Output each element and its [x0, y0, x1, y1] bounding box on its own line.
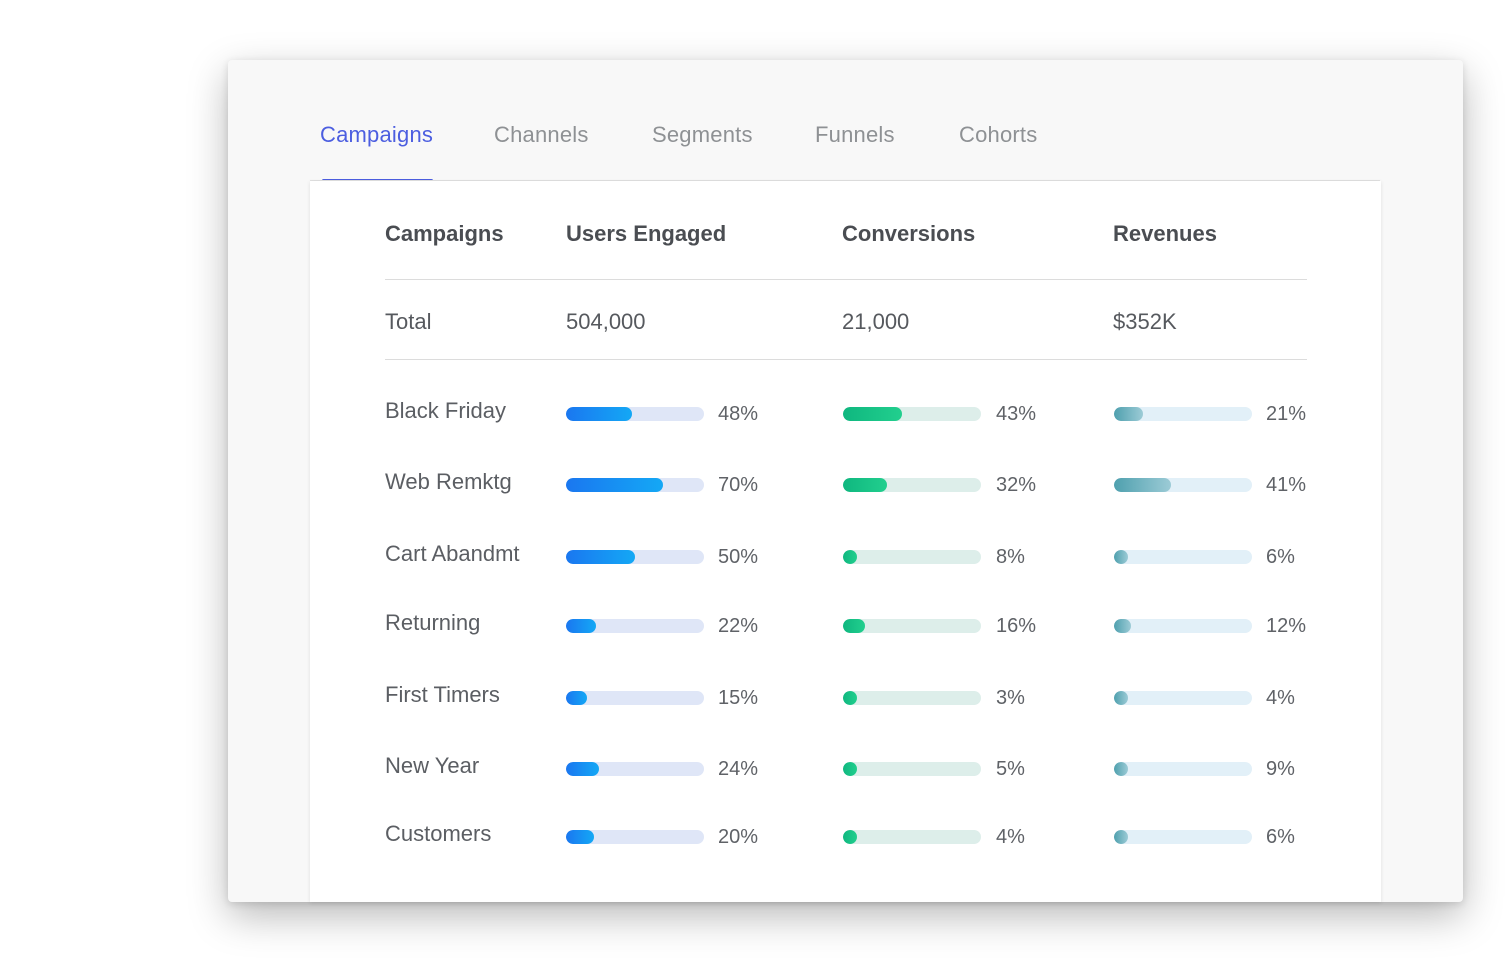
revenues-percent: 6%: [1266, 546, 1295, 568]
revenues-bar-fill: [1114, 691, 1128, 705]
campaign-name-cart-abandmt[interactable]: Cart Abandmt: [385, 541, 520, 566]
total-users-engaged: 504,000: [566, 309, 646, 334]
campaign-name-first-timers[interactable]: First Timers: [385, 682, 500, 707]
conversions-bar: [843, 830, 981, 844]
tab-cohorts[interactable]: Cohorts: [959, 122, 1079, 181]
users-engaged-percent: 22%: [718, 615, 759, 637]
campaign-name-new-year[interactable]: New Year: [385, 753, 480, 778]
users-engaged-bar: [566, 830, 704, 844]
users-engaged-bar: [566, 762, 704, 776]
users-engaged-percent: 24%: [718, 758, 759, 780]
users-engaged-bar-fill: [566, 830, 594, 844]
revenues-bar: [1114, 550, 1252, 564]
users-engaged-bar: [566, 691, 704, 705]
tab-funnels[interactable]: Funnels: [815, 122, 959, 181]
conversions-percent: 43%: [996, 403, 1037, 425]
total-conversions: 21,000: [842, 309, 910, 334]
revenues-bar-fill: [1114, 478, 1171, 492]
tab-label: Cohorts: [959, 122, 1038, 147]
tab-label: Campaigns: [320, 122, 434, 147]
revenues-bar: [1114, 407, 1252, 421]
header-divider: [385, 279, 1307, 280]
tab-channels[interactable]: Channels: [494, 122, 652, 181]
tab-segments[interactable]: Segments: [652, 122, 815, 181]
conversions-percent: 16%: [996, 615, 1037, 637]
users-engaged-bar-fill: [566, 691, 587, 705]
users-engaged-bar: [566, 478, 704, 492]
conversions-bar: [843, 762, 981, 776]
revenues-bar-fill: [1114, 830, 1128, 844]
conversions-percent: 4%: [996, 826, 1025, 848]
campaign-name-customers[interactable]: Customers: [385, 821, 492, 846]
conversions-bar: [843, 407, 981, 421]
total-revenues: $352K: [1113, 309, 1177, 334]
conversions-bar-fill: [843, 691, 857, 705]
column-header-campaigns[interactable]: Campaigns: [385, 221, 504, 246]
total-label: Total: [385, 309, 432, 334]
users-engaged-bar-fill: [566, 478, 663, 492]
users-engaged-bar: [566, 407, 704, 421]
campaign-name-web-remktg[interactable]: Web Remktg: [385, 469, 512, 494]
campaigns-table-panel: Campaigns Users Engaged Conversions Reve…: [310, 181, 1381, 902]
revenues-bar: [1114, 830, 1252, 844]
revenues-bar: [1114, 691, 1252, 705]
analytics-card: Campaigns Channels Segments Funnels Coho…: [228, 60, 1463, 902]
revenues-percent: 6%: [1266, 826, 1295, 848]
conversions-bar-fill: [843, 550, 857, 564]
revenues-percent: 9%: [1266, 758, 1295, 780]
tab-campaigns[interactable]: Campaigns: [320, 122, 494, 182]
revenues-bar-fill: [1114, 619, 1131, 633]
users-engaged-percent: 15%: [718, 687, 759, 709]
campaign-name-black-friday[interactable]: Black Friday: [385, 398, 507, 423]
users-engaged-percent: 48%: [718, 403, 759, 425]
conversions-bar: [843, 619, 981, 633]
tab-label: Channels: [494, 122, 589, 147]
revenues-bar: [1114, 762, 1252, 776]
users-engaged-bar: [566, 550, 704, 564]
conversions-percent: 32%: [996, 474, 1037, 496]
conversions-percent: 8%: [996, 546, 1025, 568]
conversions-bar-fill: [843, 478, 887, 492]
tab-label: Segments: [652, 122, 753, 147]
revenues-bar-fill: [1114, 550, 1128, 564]
users-engaged-percent: 70%: [718, 474, 759, 496]
conversions-percent: 5%: [996, 758, 1025, 780]
revenues-bar: [1114, 619, 1252, 633]
tab-bar: Campaigns Channels Segments Funnels Coho…: [320, 122, 1079, 182]
column-header-users-engaged[interactable]: Users Engaged: [566, 221, 727, 246]
revenues-percent: 41%: [1266, 474, 1307, 496]
users-engaged-bar-fill: [566, 619, 596, 633]
revenues-percent: 4%: [1266, 687, 1295, 709]
users-engaged-bar-fill: [566, 550, 635, 564]
conversions-bar: [843, 691, 981, 705]
conversions-bar-fill: [843, 619, 865, 633]
revenues-percent: 21%: [1266, 403, 1307, 425]
users-engaged-percent: 20%: [718, 826, 759, 848]
revenues-percent: 12%: [1266, 615, 1307, 637]
conversions-bar: [843, 478, 981, 492]
column-header-conversions[interactable]: Conversions: [842, 221, 976, 246]
tab-label: Funnels: [815, 122, 895, 147]
campaign-name-returning[interactable]: Returning: [385, 610, 481, 635]
conversions-bar-fill: [843, 407, 902, 421]
users-engaged-percent: 50%: [718, 546, 759, 568]
totals-divider: [385, 359, 1307, 360]
revenues-bar-fill: [1114, 762, 1128, 776]
revenues-bar: [1114, 478, 1252, 492]
users-engaged-bar-fill: [566, 762, 599, 776]
users-engaged-bar: [566, 619, 704, 633]
users-engaged-bar-fill: [566, 407, 632, 421]
revenues-bar-fill: [1114, 407, 1143, 421]
conversions-percent: 3%: [996, 687, 1025, 709]
column-header-revenues[interactable]: Revenues: [1113, 221, 1217, 246]
conversions-bar-fill: [843, 762, 857, 776]
conversions-bar: [843, 550, 981, 564]
conversions-bar-fill: [843, 830, 857, 844]
